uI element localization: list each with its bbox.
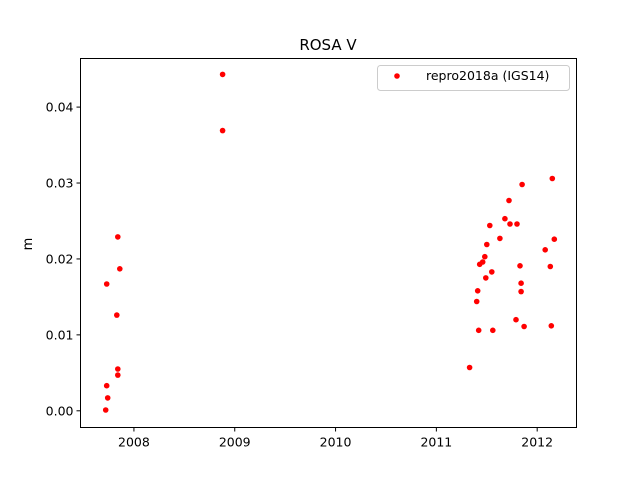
data-point [502, 215, 508, 222]
x-axis-ticks: 2008 2009 2010 2011 2012 [118, 427, 553, 450]
data-point [506, 197, 512, 204]
data-point [219, 71, 226, 78]
data-point [489, 269, 495, 275]
y-tick-label: 0.02 [46, 251, 74, 266]
data-point [484, 241, 490, 248]
chart-title: ROSA V [299, 36, 357, 54]
data-point [549, 175, 556, 182]
y-tick-label: 0.03 [46, 176, 74, 191]
data-point [518, 280, 524, 287]
data-point [115, 234, 121, 240]
data-point [547, 263, 554, 270]
y-tick-label: 0.01 [46, 327, 74, 342]
data-point [479, 259, 486, 265]
data-point [475, 327, 482, 334]
x-tick-label: 2011 [420, 435, 452, 450]
y-tick-label: 0.00 [46, 403, 74, 418]
data-point [521, 323, 527, 330]
data-point [219, 127, 226, 134]
data-point [514, 221, 520, 227]
legend: repro2018a (IGS14) [377, 65, 570, 91]
data-point [507, 221, 513, 227]
legend-box [377, 65, 570, 91]
data-points [102, 71, 558, 413]
x-tick-label: 2010 [320, 435, 352, 450]
legend-label: repro2018a (IGS14) [426, 68, 549, 83]
x-tick-label: 2012 [521, 435, 553, 450]
data-point [102, 407, 109, 413]
data-point [103, 281, 110, 287]
data-point [115, 366, 121, 372]
y-tick-label: 0.04 [46, 100, 74, 115]
y-axis-label: m [21, 238, 36, 251]
y-axis-ticks: 0.00 0.01 0.02 0.03 0.04 [46, 100, 81, 418]
data-point [519, 181, 525, 188]
data-point [542, 247, 548, 253]
data-point [517, 263, 523, 269]
data-point [114, 312, 120, 318]
data-point [482, 253, 488, 260]
data-point [103, 382, 110, 389]
data-point [490, 327, 496, 334]
data-point [551, 236, 558, 242]
legend-marker [394, 73, 400, 79]
data-point [497, 235, 503, 242]
data-point [104, 395, 111, 401]
data-point [483, 275, 489, 281]
data-point [513, 316, 519, 323]
data-point [548, 323, 555, 329]
x-tick-label: 2008 [118, 435, 150, 450]
data-point [117, 266, 123, 272]
data-point [473, 298, 480, 305]
data-point [518, 288, 524, 295]
data-point [466, 364, 473, 371]
data-point [115, 372, 121, 378]
data-point [474, 288, 481, 294]
data-point [487, 222, 493, 229]
plot-frame [80, 58, 577, 428]
x-tick-label: 2009 [219, 435, 251, 450]
